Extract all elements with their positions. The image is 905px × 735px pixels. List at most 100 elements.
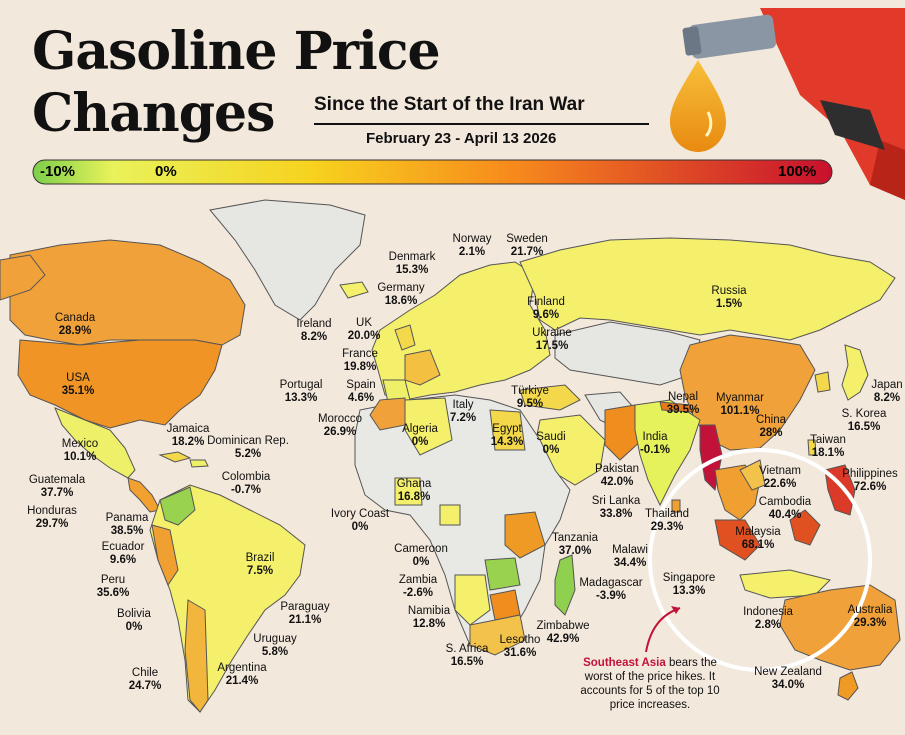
fuel-drop-icon <box>670 60 726 152</box>
country-change: 101.1% <box>720 405 760 417</box>
scale-max-label: 100% <box>778 163 817 180</box>
country-label-cameroon: Cameroon 0% <box>394 543 448 569</box>
country-change: 8.2% <box>873 392 901 404</box>
country-name: France <box>342 348 378 360</box>
country-label-egypt: Egypt 14.3% <box>491 423 524 449</box>
country-label-argentina: Argentina 21.4% <box>217 662 266 688</box>
australia <box>779 584 901 671</box>
country-change: 18.1% <box>811 447 845 459</box>
country-label-myanmar: Myanmar 101.1% <box>716 392 764 418</box>
country-name: Philippines <box>842 468 898 480</box>
country-name: Paraguay <box>280 601 330 613</box>
country-label-vietnam: Vietnam 22.6% <box>759 465 801 491</box>
country-name: Zambia <box>398 574 438 586</box>
country-name: Indonesia <box>743 606 793 618</box>
country-label-panama: Panama 38.5% <box>106 512 149 538</box>
scale-bar <box>32 159 833 185</box>
country-label-portugal: Portugal 13.3% <box>280 379 323 405</box>
country-label-new-zealand: New Zealand 34.0% <box>754 666 822 692</box>
country-change: 22.6% <box>763 478 797 490</box>
country-label-philippines: Philippines 72.6% <box>842 468 898 494</box>
country-label-singapore: Singapore 13.3% <box>663 572 715 598</box>
country-change: 38.5% <box>110 525 144 537</box>
country-change: 35.1% <box>61 385 95 397</box>
country-label-indonesia: Indonesia 2.8% <box>743 606 793 632</box>
country-change: 29.3% <box>650 521 684 533</box>
country-name: Sweden <box>506 233 548 245</box>
country-change: 8.2% <box>300 331 328 343</box>
country-name: Guatemala <box>28 474 86 486</box>
country-change: 2.1% <box>458 246 486 258</box>
country-name: Egypt <box>492 423 522 435</box>
country-name: Ukraine <box>532 327 572 339</box>
country-change: 0% <box>412 556 430 568</box>
country-change: 10.1% <box>63 451 97 463</box>
country-change: 37.0% <box>558 545 592 557</box>
country-change: 37.7% <box>40 487 74 499</box>
scale-zero-label: 0% <box>155 163 177 180</box>
country-change: 7.5% <box>246 565 274 577</box>
country-label-nepal: Nepal 39.5% <box>667 391 700 417</box>
central-asia <box>554 321 701 386</box>
country-label-norway: Norway 2.1% <box>453 233 492 259</box>
country-change: 9.6% <box>532 309 560 321</box>
subtitle-rule <box>314 123 649 125</box>
country-change: 14.3% <box>490 436 524 448</box>
country-change: 16.5% <box>450 656 484 668</box>
country-label-ukraine: Ukraine 17.5% <box>532 327 572 353</box>
china <box>679 334 816 451</box>
country-label-madagascar: Madagascar -3.9% <box>579 577 642 603</box>
country-change: 9.5% <box>516 398 544 410</box>
country-change: 12.8% <box>412 618 446 630</box>
country-name: Japan <box>871 379 903 391</box>
country-name: Ghana <box>396 478 432 490</box>
country-change: 0% <box>351 521 369 533</box>
country-name: Dominican Rep. <box>207 435 289 447</box>
country-name: Ivory Coast <box>330 508 390 520</box>
country-label-bolivia: Bolivia 0% <box>117 608 151 634</box>
country-label-guatemala: Guatemala 37.7% <box>29 474 85 500</box>
country-name: Algeria <box>402 423 438 435</box>
country-name: China <box>755 414 787 426</box>
date-range: February 23 - April 13 2026 <box>366 130 557 147</box>
country-change: 18.2% <box>171 436 205 448</box>
country-name: Argentina <box>217 662 267 674</box>
country-name: Canada <box>54 312 96 324</box>
callout-note: Southeast Asia bears the worst of the pr… <box>570 656 730 712</box>
title-line-2: Changes <box>32 83 275 144</box>
country-name: S. Africa <box>445 643 489 655</box>
country-change: 34.4% <box>613 557 647 569</box>
country-name: Spain <box>346 379 376 391</box>
country-name: Ireland <box>296 318 332 330</box>
country-label-ireland: Ireland 8.2% <box>296 318 331 344</box>
country-label-italy: Italy 7.2% <box>450 399 476 425</box>
country-change: 34.0% <box>771 679 805 691</box>
country-name: Madagascar <box>579 577 643 589</box>
country-change: 33.8% <box>599 508 633 520</box>
country-change: 72.6% <box>853 481 887 493</box>
country-change: 39.5% <box>666 404 700 416</box>
callout-region: Southeast Asia <box>583 657 666 669</box>
country-label-morocco: Morocco 26.9% <box>318 413 362 439</box>
country-label-ivory-coast: Ivory Coast 0% <box>331 508 389 534</box>
country-label-dominican-rep: Dominican Rep. 5.2% <box>207 435 289 461</box>
country-change: 0% <box>411 436 429 448</box>
country-change: 18.6% <box>384 295 418 307</box>
country-change: 40.4% <box>768 509 802 521</box>
country-label-algeria: Algeria 0% <box>402 423 438 449</box>
country-name: Portugal <box>279 379 323 391</box>
country-label-pakistan: Pakistan 42.0% <box>595 463 639 489</box>
country-name: Tanzania <box>551 532 599 544</box>
country-change: 28% <box>759 427 783 439</box>
country-name: Panama <box>105 512 149 524</box>
country-name: Sri Lanka <box>591 495 641 507</box>
greenland <box>209 199 366 321</box>
country-label-peru: Peru 35.6% <box>97 574 130 600</box>
country-change: 13.3% <box>672 585 706 597</box>
canada <box>9 239 246 346</box>
country-label-t-rkiye: Türkiye 9.5% <box>511 385 549 411</box>
country-name: Honduras <box>27 505 77 517</box>
country-name: Chile <box>131 667 159 679</box>
country-change: 68.1% <box>741 539 775 551</box>
